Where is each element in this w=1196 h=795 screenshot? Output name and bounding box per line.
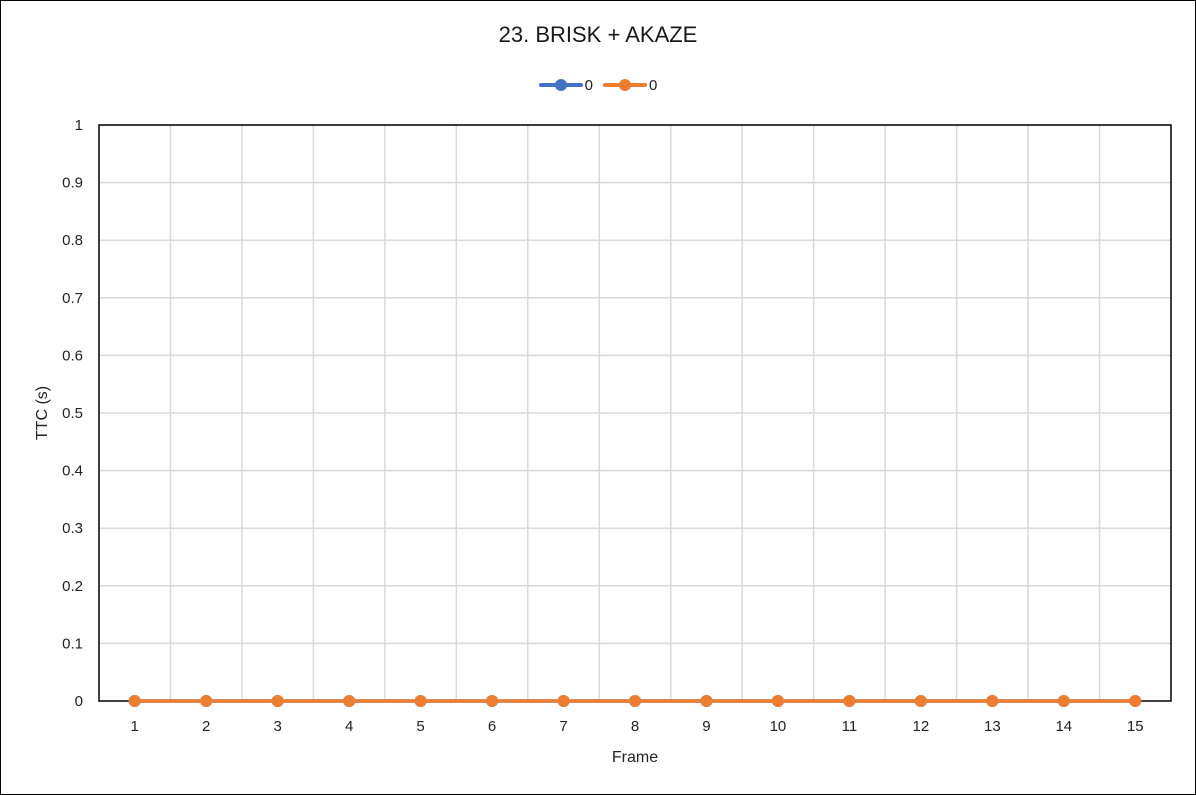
data-point-series-2 [914, 695, 927, 707]
x-tick-label: 7 [559, 718, 567, 735]
legend-label-series-2: 0 [649, 76, 658, 94]
y-axis-label: TTC (s) [34, 386, 51, 440]
data-point-series-2 [128, 695, 141, 707]
x-tick-label: 2 [202, 718, 210, 735]
data-point-series-2 [771, 695, 784, 707]
y-tick-label: 0.8 [62, 232, 83, 249]
y-tick-label: 0.6 [62, 347, 83, 364]
legend: 0 0 [0, 74, 1196, 96]
data-point-series-2 [343, 695, 356, 707]
x-tick-label: 4 [345, 718, 353, 735]
x-tick-label: 8 [631, 718, 639, 735]
x-tick-label: 12 [913, 718, 930, 735]
x-axis-label: Frame [612, 749, 658, 766]
data-point-series-2 [986, 695, 999, 707]
data-point-series-2 [843, 695, 856, 707]
x-tick-label: 1 [131, 718, 139, 735]
x-tick-label: 3 [273, 718, 281, 735]
y-tick-label: 0.2 [62, 578, 83, 595]
y-tick-label: 0.7 [62, 290, 83, 307]
y-tick-label: 0.1 [62, 635, 83, 652]
data-point-series-2 [200, 695, 213, 707]
x-tick-label: 11 [842, 718, 858, 735]
data-point-series-2 [486, 695, 499, 707]
data-point-series-2 [629, 695, 641, 707]
x-tick-label: 13 [984, 718, 1001, 735]
legend-label-series-1: 0 [584, 76, 593, 94]
legend-marker-series-1 [538, 79, 583, 91]
x-tick-label: 14 [1055, 718, 1072, 735]
x-tick-label: 6 [488, 718, 496, 735]
y-tick-label: 0.5 [62, 405, 83, 422]
legend-item-series-2: 0 [603, 77, 657, 94]
legend-item-series-1: 0 [538, 76, 593, 94]
data-point-series-2 [1057, 695, 1070, 707]
y-tick-label: 0.4 [62, 463, 83, 480]
data-point-series-2 [1129, 695, 1142, 707]
x-tick-label: 15 [1127, 718, 1144, 735]
x-tick-label: 9 [702, 718, 710, 735]
legend-marker-series-2 [603, 79, 647, 91]
data-point-series-2 [271, 695, 284, 707]
y-tick-label: 0 [75, 693, 83, 710]
x-tick-label: 10 [770, 718, 787, 735]
data-point-series-2 [414, 695, 427, 707]
data-point-series-2 [557, 695, 570, 707]
x-tick-label: 5 [416, 718, 424, 735]
y-tick-label: 0.3 [62, 520, 83, 537]
chart-title: 23. BRISK + AKAZE [498, 22, 698, 47]
y-tick-label: 0.9 [62, 175, 83, 192]
y-tick-label: 1 [75, 117, 83, 134]
data-point-series-2 [700, 695, 713, 707]
